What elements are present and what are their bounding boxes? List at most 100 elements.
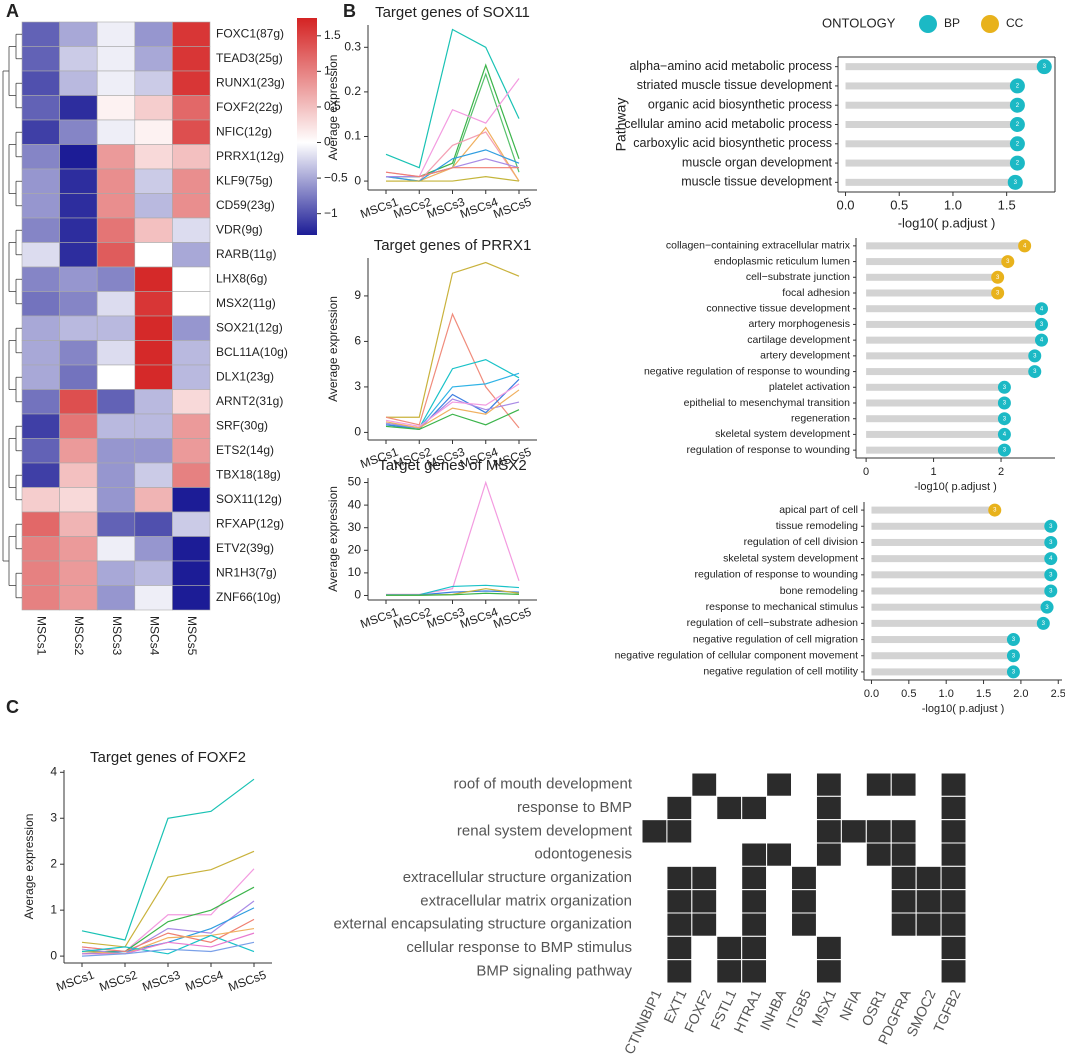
line-series (385, 149, 520, 182)
matrix-cell (915, 959, 942, 984)
category-label: organic acid biosynthetic process (648, 98, 832, 112)
row-label: ZNF66(10g) (216, 590, 281, 604)
matrix-cell (741, 889, 768, 914)
lollipop-dot (1007, 174, 1023, 190)
count-label: 3 (1045, 605, 1049, 611)
category-label: striated muscle tissue development (637, 78, 833, 92)
category-label: collagen−containing extracellular matrix (666, 240, 851, 252)
matrix-cell (840, 865, 867, 891)
matrix-cell (915, 889, 942, 914)
count-label: 2 (1016, 84, 1020, 90)
matrix-cell (716, 959, 743, 984)
matrix-cell (716, 912, 743, 937)
lollipop-dot (1044, 584, 1058, 598)
heatmap-cell (21, 70, 60, 96)
matrix-cell (815, 959, 842, 984)
count-label: 3 (1012, 669, 1016, 675)
matrix-cell (915, 772, 942, 797)
heatmap-cell (134, 95, 173, 121)
matrix-cell (840, 959, 867, 984)
heatmap-cell (172, 585, 211, 611)
y-axis-label: Average expression (326, 296, 340, 402)
category-label: regulation of response to wounding (695, 569, 859, 581)
matrix-cell (641, 819, 668, 844)
heatmap-cell (172, 119, 211, 145)
y-axis-label: Average expression (22, 814, 36, 920)
line-series (81, 934, 255, 955)
matrix-cell (666, 935, 693, 961)
category-label: bone remodeling (780, 585, 858, 597)
matrix-cell (865, 935, 892, 961)
heatmap-cell (96, 438, 136, 464)
lollipop-dot (997, 412, 1011, 426)
heatmap-cell (21, 511, 60, 537)
matrix-cell (791, 959, 817, 984)
category-label: negative regulation of cellular componen… (615, 650, 858, 662)
count-label: 3 (1033, 353, 1037, 359)
x-axis-label: -log10( p.adjust ) (914, 481, 997, 493)
heatmap-cell (134, 21, 173, 47)
matrix-cell (791, 842, 817, 867)
matrix-cell (691, 889, 718, 914)
lollipop-stem (845, 140, 1018, 148)
chart-title: Target genes of FOXF2 (90, 749, 246, 766)
heatmap-cell (134, 315, 173, 341)
matrix-cell (666, 889, 693, 914)
category-label: carboxylic acid biosynthetic process (633, 136, 832, 150)
row-label: FOXC1(87g) (216, 26, 284, 40)
matrix-cell (666, 772, 693, 797)
category-label: muscle tissue development (681, 175, 832, 189)
heatmap-cell (96, 119, 136, 145)
row-label: SOX11(12g) (216, 492, 282, 506)
category-label: response to mechanical stimulus (706, 601, 858, 613)
category-label: negative regulation of cell migration (693, 633, 858, 645)
matrix-cell (766, 795, 793, 821)
line-series (81, 868, 255, 953)
lollipop-dot (1044, 568, 1058, 582)
matrix-cell (865, 772, 892, 797)
matrix-cell (741, 935, 768, 961)
matrix-cell (641, 935, 668, 961)
matrix-cell (890, 912, 917, 937)
matrix-cell (865, 889, 892, 914)
matrix-cell (691, 795, 718, 821)
category-label: muscle organ development (682, 155, 833, 169)
row-label: extracellular structure organization (403, 869, 632, 886)
matrix-cell (666, 842, 693, 867)
heatmap-cell (21, 315, 60, 341)
heatmap-cell (21, 217, 60, 243)
heatmap-cell (172, 315, 211, 341)
heatmap-cell (21, 536, 60, 562)
matrix-cell (716, 842, 743, 867)
matrix-cell (840, 889, 867, 914)
heatmap-cell (59, 70, 98, 96)
y-tick-label: 0 (354, 588, 361, 602)
line-series (385, 131, 520, 182)
y-axis-label: Average expression (326, 55, 340, 161)
matrix-cell (766, 959, 793, 984)
category-label: tissue remodeling (776, 520, 858, 532)
matrix-cell (865, 865, 892, 891)
matrix-cell (691, 842, 718, 867)
row-label: renal system development (457, 822, 633, 839)
row-label: external encapsulating structure organiz… (333, 916, 632, 933)
matrix-cell (716, 772, 743, 797)
y-tick-label: 6 (354, 334, 361, 348)
heatmap-cell (172, 389, 211, 415)
heatmap-cell (59, 462, 98, 488)
heatmap-cell (59, 560, 98, 586)
x-tick-label: 0 (863, 466, 869, 478)
count-label: 3 (1003, 416, 1007, 422)
matrix-cell (890, 795, 917, 821)
matrix-cell (915, 935, 942, 961)
lollipop-stem (866, 273, 998, 281)
panel-label: C (6, 697, 19, 717)
lollipop-dot (1035, 302, 1049, 316)
matrix-cell (741, 865, 768, 891)
heatmap-cell (172, 266, 211, 292)
line-series (386, 126, 520, 182)
lollipop-dot (1028, 365, 1042, 379)
matrix-cell (716, 819, 743, 844)
matrix-cell (840, 912, 867, 937)
legend-swatch (981, 15, 999, 33)
